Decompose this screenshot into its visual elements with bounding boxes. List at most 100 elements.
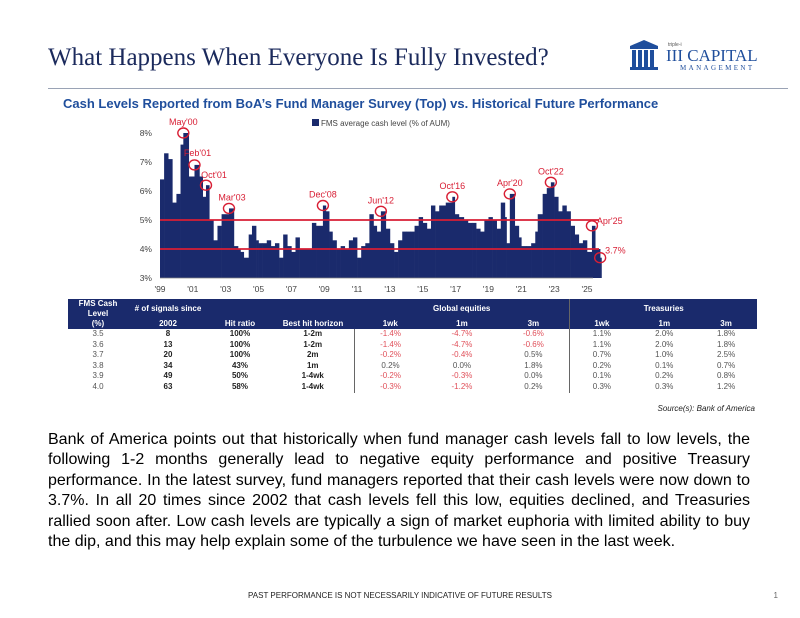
- data-bar: [591, 225, 596, 278]
- table-cell: 0.2%: [524, 381, 543, 391]
- annotation-circle: [316, 199, 330, 212]
- annotation-circle: [593, 251, 607, 264]
- data-bar: [402, 231, 407, 278]
- table-header-top: FMS Cash Level # of signals since Global…: [68, 299, 757, 319]
- data-bar: [228, 208, 235, 278]
- x-tick-label: '07: [286, 284, 297, 294]
- annotation-circle: [188, 159, 201, 171]
- table-cell: -4.7%: [451, 329, 473, 338]
- table-cell: 1-4wk: [301, 371, 324, 381]
- table-cell: 3.9: [92, 371, 104, 381]
- data-bar: [418, 217, 424, 278]
- table-header-bottom: (%) 2002 Hit ratio Best hit horizon 1wk 1m 3m 1…: [68, 319, 757, 329]
- annotation-label: Mar'03: [218, 192, 245, 202]
- data-bar: [445, 202, 453, 278]
- annotation-label: Apr'20: [497, 178, 523, 188]
- data-bar: [537, 214, 543, 278]
- table-cell: 0.2%: [569, 360, 634, 372]
- table-cell: 1-4wk: [301, 381, 324, 391]
- data-bar: [248, 234, 253, 278]
- header-cell: 3m: [497, 319, 570, 329]
- data-bar: [194, 164, 200, 278]
- header-cell: [208, 299, 272, 319]
- data-bar: [180, 144, 184, 278]
- data-bar: [172, 202, 177, 278]
- data-bar: [410, 231, 415, 278]
- annotation-label: Jun'12: [368, 195, 394, 205]
- table-row: 3.6 13 100% 1-2m -1.4% -4.7% -0.6% 1.1% 2.0% 1.8%: [68, 339, 757, 351]
- title-divider: [48, 88, 788, 89]
- annotation-circle: [199, 179, 213, 191]
- data-bar: [550, 182, 555, 278]
- svg-text:III CAPITAL: III CAPITAL: [666, 46, 758, 65]
- data-bar: [595, 249, 601, 278]
- header-cell: FMS Cash Level: [68, 299, 128, 319]
- y-tick-label: 7%: [140, 157, 153, 167]
- data-bar: [199, 176, 203, 278]
- table-cell: 2.0%: [655, 339, 674, 349]
- table-cell: -1.4%: [353, 329, 427, 340]
- data-bar: [518, 237, 522, 278]
- table-cell: 43%: [231, 360, 248, 370]
- source-note: Source(s): Bank of America: [657, 404, 755, 413]
- data-bar: [168, 159, 173, 278]
- slide-title: What Happens When Everyone Is Fully Inve…: [48, 44, 549, 71]
- x-tick-label: '23: [549, 284, 560, 294]
- header-cell: Best hit horizon: [272, 319, 354, 329]
- data-bar: [243, 257, 249, 278]
- data-bar: [467, 222, 473, 278]
- table-cell: 3.5: [92, 329, 104, 338]
- data-bar: [566, 211, 571, 278]
- data-bar: [562, 205, 567, 278]
- table-cell: 63: [163, 381, 173, 391]
- x-tick-label: '11: [352, 284, 363, 294]
- data-bar: [164, 153, 169, 278]
- data-bar: [452, 196, 456, 278]
- data-bar: [509, 193, 516, 278]
- data-bar: [295, 237, 300, 278]
- table-cell: 20: [163, 350, 173, 360]
- table-cell: 1.1%: [569, 339, 634, 351]
- annotation-circle: [544, 176, 558, 189]
- signals-table: FMS Cash Level # of signals since Global…: [68, 299, 757, 393]
- table-cell: 3.8: [92, 360, 104, 370]
- data-bar: [283, 234, 288, 278]
- data-bar: [369, 214, 374, 278]
- table-cell: 1.8%: [716, 329, 736, 338]
- data-bar: [365, 243, 370, 278]
- table-cell: 100%: [229, 339, 251, 349]
- data-bar: [504, 217, 507, 278]
- data-bar: [258, 243, 263, 278]
- table-row: 3.5 8 100% 1-2m -1.4% -4.7% -0.6% 1.1% 2.0% 1.8%: [68, 329, 757, 340]
- data-bar: [531, 243, 536, 278]
- data-bar: [500, 202, 506, 278]
- header-cell: 3m: [695, 319, 757, 329]
- table-cell: 4.0: [92, 381, 104, 391]
- data-bar: [291, 251, 296, 278]
- data-bar: [535, 231, 539, 278]
- header-cell: # of signals since: [128, 299, 208, 319]
- annotation-circle: [585, 220, 599, 232]
- x-tick-label: '03: [220, 284, 231, 294]
- data-bar: [322, 205, 327, 278]
- data-bar: [262, 243, 268, 278]
- x-tick-label: '05: [253, 284, 264, 294]
- data-bar: [521, 246, 527, 278]
- data-bar: [316, 225, 324, 278]
- data-bar: [376, 231, 382, 278]
- data-bar: [546, 188, 552, 278]
- table-cell: 0.1%: [569, 371, 634, 382]
- data-bar: [454, 214, 460, 278]
- table-cell: 100%: [229, 350, 251, 360]
- data-bar: [488, 217, 493, 278]
- header-global-equities: Global equities: [354, 299, 570, 319]
- data-bar: [480, 231, 485, 278]
- table-cell: 1.8%: [524, 360, 543, 370]
- data-bar: [476, 228, 481, 278]
- annotation-label: Oct'01: [201, 170, 227, 180]
- data-bar: [357, 257, 362, 278]
- annotation-circle: [374, 205, 388, 218]
- data-bar: [279, 257, 284, 278]
- table-cell: 2m: [306, 350, 319, 360]
- annotation-label: Oct'22: [538, 166, 564, 176]
